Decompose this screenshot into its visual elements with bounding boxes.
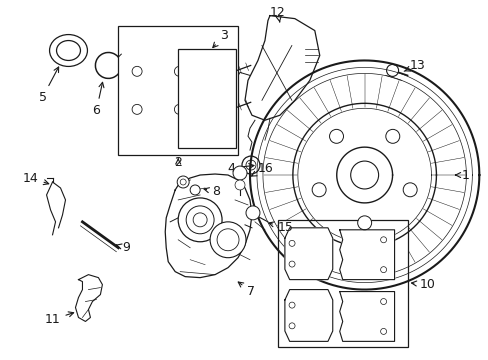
Text: 8: 8 [203, 185, 220, 198]
Circle shape [386, 64, 398, 76]
Circle shape [210, 110, 220, 120]
Text: 3: 3 [212, 29, 227, 48]
Polygon shape [339, 230, 394, 280]
Polygon shape [244, 15, 319, 120]
Circle shape [380, 267, 386, 273]
Ellipse shape [57, 41, 81, 60]
Circle shape [329, 129, 343, 143]
Circle shape [132, 66, 142, 76]
Polygon shape [285, 289, 332, 341]
Circle shape [132, 104, 142, 114]
Bar [277, 220, 407, 347]
Circle shape [380, 237, 386, 243]
Text: 2: 2 [174, 156, 182, 168]
Circle shape [174, 104, 184, 114]
Text: 6: 6 [92, 82, 104, 117]
Circle shape [311, 183, 325, 197]
Circle shape [385, 129, 399, 143]
Circle shape [350, 161, 378, 189]
Circle shape [190, 185, 200, 195]
Text: 14: 14 [23, 171, 49, 185]
Text: 1: 1 [454, 168, 468, 181]
Text: 15: 15 [268, 221, 293, 234]
Circle shape [380, 298, 386, 305]
Bar [118, 26, 238, 155]
Bar [178, 49, 236, 148]
Circle shape [288, 240, 294, 246]
Circle shape [245, 160, 255, 170]
Circle shape [288, 302, 294, 308]
Text: 9: 9 [116, 241, 130, 254]
Circle shape [210, 222, 245, 258]
Text: 7: 7 [238, 282, 254, 298]
Circle shape [357, 216, 371, 230]
Polygon shape [165, 174, 251, 278]
Text: 13: 13 [404, 59, 425, 72]
Circle shape [288, 261, 294, 267]
Circle shape [180, 179, 186, 185]
Polygon shape [339, 292, 394, 341]
Text: 4: 4 [227, 162, 253, 175]
Circle shape [288, 323, 294, 329]
Text: 10: 10 [411, 278, 434, 291]
Ellipse shape [49, 35, 87, 67]
Circle shape [217, 229, 239, 251]
Text: 5: 5 [39, 67, 59, 104]
Circle shape [174, 66, 184, 76]
Circle shape [233, 166, 246, 180]
Text: 16: 16 [251, 162, 273, 176]
Text: 12: 12 [269, 6, 285, 22]
Circle shape [185, 100, 195, 110]
Circle shape [193, 213, 207, 227]
Circle shape [245, 206, 260, 220]
Circle shape [186, 206, 214, 234]
Circle shape [210, 73, 220, 84]
Circle shape [242, 156, 260, 174]
Circle shape [235, 180, 244, 190]
Circle shape [177, 176, 189, 188]
Polygon shape [285, 228, 332, 280]
Circle shape [178, 198, 222, 242]
Text: 11: 11 [45, 312, 74, 326]
Circle shape [380, 328, 386, 334]
Circle shape [185, 63, 195, 73]
Circle shape [403, 183, 416, 197]
